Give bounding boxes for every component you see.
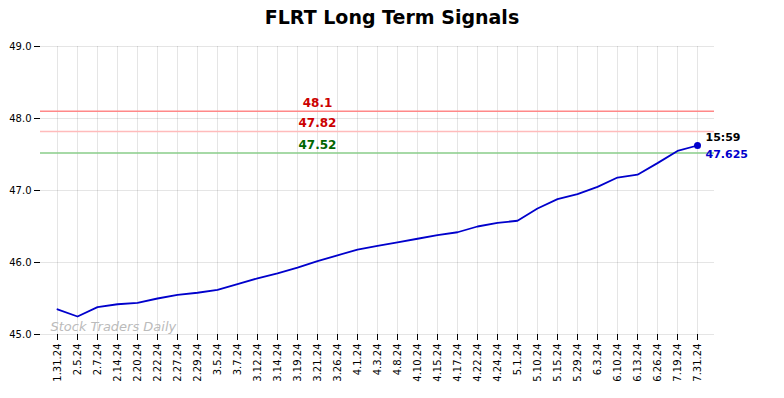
svg-text:6.3.24: 6.3.24 <box>592 344 603 376</box>
svg-text:3.19.24: 3.19.24 <box>292 344 303 382</box>
svg-text:2.20.24: 2.20.24 <box>132 344 143 382</box>
svg-text:46.0: 46.0 <box>9 257 31 268</box>
svg-text:15:59: 15:59 <box>706 131 741 144</box>
svg-text:3.7.24: 3.7.24 <box>232 344 243 376</box>
svg-text:5.15.24: 5.15.24 <box>552 344 563 382</box>
svg-text:4.1.24: 4.1.24 <box>352 344 363 376</box>
svg-text:5.29.24: 5.29.24 <box>572 344 583 382</box>
svg-text:6.13.24: 6.13.24 <box>632 344 643 382</box>
svg-text:2.29.24: 2.29.24 <box>192 344 203 382</box>
svg-text:3.12.24: 3.12.24 <box>252 344 263 382</box>
svg-text:7.19.24: 7.19.24 <box>672 344 683 382</box>
svg-text:3.14.24: 3.14.24 <box>272 344 283 382</box>
svg-text:47.0: 47.0 <box>9 185 31 196</box>
html-text:FLRT Long Term Signals: FLRT Long Term Signals <box>264 6 520 28</box>
svg-text:48.0: 48.0 <box>9 113 31 124</box>
svg-text:5.10.24: 5.10.24 <box>532 344 543 382</box>
svg-text:1.31.24: 1.31.24 <box>52 344 63 382</box>
svg-text:47.82: 47.82 <box>299 116 337 130</box>
svg-text:2.14.24: 2.14.24 <box>112 344 123 382</box>
svg-text:4.8.24: 4.8.24 <box>392 344 403 376</box>
svg-text:4.24.24: 4.24.24 <box>492 344 503 382</box>
svg-text:5.1.24: 5.1.24 <box>512 344 523 376</box>
svg-text:3.26.24: 3.26.24 <box>332 344 343 382</box>
svg-text:Stock Traders Daily: Stock Traders Daily <box>51 319 177 334</box>
svg-text:2.27.24: 2.27.24 <box>172 344 183 382</box>
svg-text:4.10.24: 4.10.24 <box>412 344 423 382</box>
svg-text:47.625: 47.625 <box>706 148 748 161</box>
svg-text:2.5.24: 2.5.24 <box>72 344 83 376</box>
svg-text:3.21.24: 3.21.24 <box>312 344 323 382</box>
svg-text:4.3.24: 4.3.24 <box>372 344 383 376</box>
svg-text:45.0: 45.0 <box>9 329 31 340</box>
svg-text:4.15.24: 4.15.24 <box>432 344 443 382</box>
svg-text:4.22.24: 4.22.24 <box>472 344 483 382</box>
svg-text:7.31.24: 7.31.24 <box>692 344 703 382</box>
svg-text:2.22.24: 2.22.24 <box>152 344 163 382</box>
svg-text:47.52: 47.52 <box>299 138 337 152</box>
svg-text:6.10.24: 6.10.24 <box>612 344 623 382</box>
svg-text:3.5.24: 3.5.24 <box>212 344 223 376</box>
svg-text:49.0: 49.0 <box>9 41 31 52</box>
svg-text:48.1: 48.1 <box>303 96 333 110</box>
svg-text:4.17.24: 4.17.24 <box>452 344 463 382</box>
svg-text:6.26.24: 6.26.24 <box>652 344 663 382</box>
svg-text:2.7.24: 2.7.24 <box>92 344 103 376</box>
